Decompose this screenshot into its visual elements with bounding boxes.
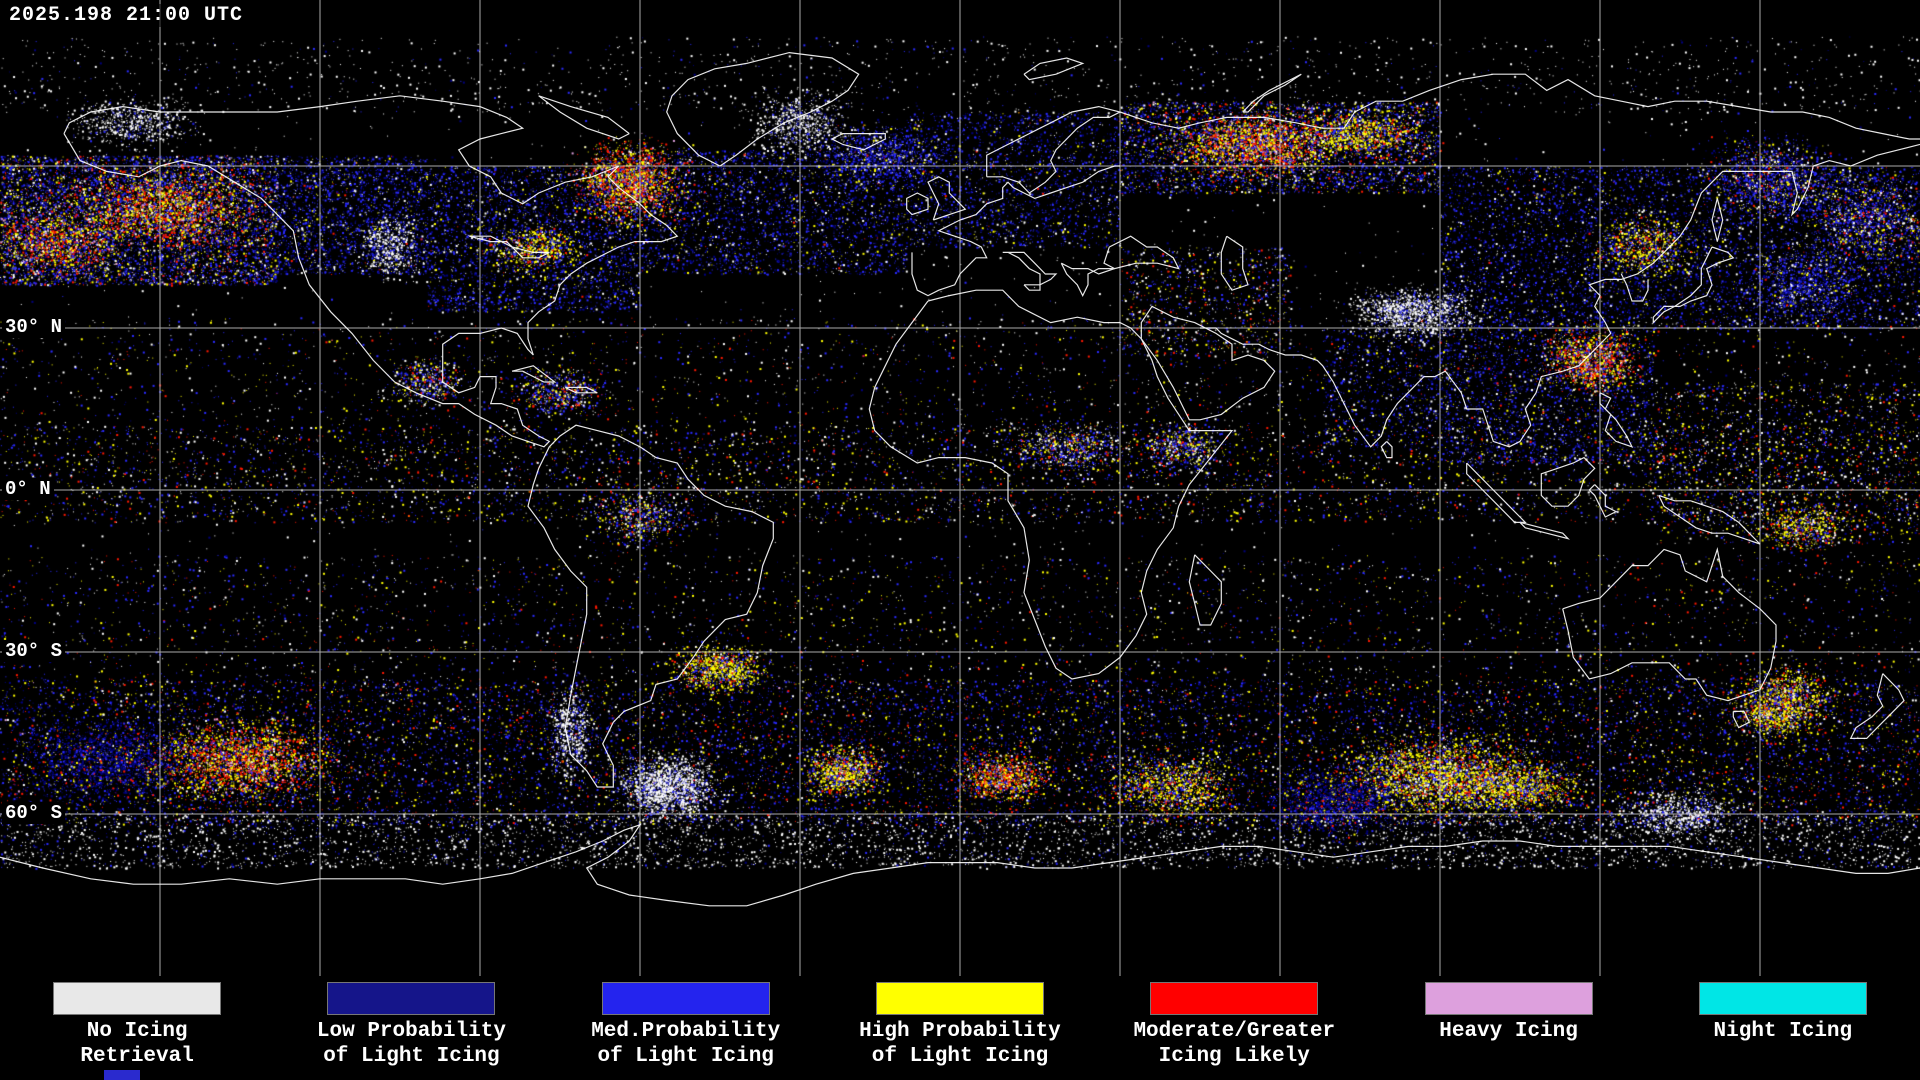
lat-label-0n: 0° N	[2, 478, 54, 500]
legend-item-low-prob: Low Probability of Light Icing	[274, 976, 548, 1080]
map-overlay-svg	[0, 0, 1920, 976]
timestamp-label: 2025.198 21:00 UTC	[7, 4, 246, 27]
legend-item-moderate: Moderate/Greater Icing Likely	[1097, 976, 1371, 1080]
med-prob-swatch	[601, 982, 770, 1015]
legend-label: High Probability	[859, 1020, 1061, 1043]
legend-label: of Light Icing	[597, 1045, 774, 1068]
legend-item-heavy: Heavy Icing	[1371, 976, 1645, 1080]
legend-label: Night Icing	[1713, 1020, 1853, 1043]
legend-item-high-prob: High Probability of Light Icing	[823, 976, 1097, 1080]
moderate-swatch	[1150, 982, 1319, 1015]
no-icing-swatch	[53, 982, 222, 1015]
bottom-left-blue-strip	[104, 1070, 140, 1080]
world-icing-map: 2025.198 21:00 UTC 30° N 0° N 30° S 60° …	[0, 0, 1920, 976]
legend-label: of Light Icing	[323, 1045, 500, 1068]
legend-bar: No Icing Retrieval Low Probability of Li…	[0, 976, 1920, 1080]
legend-label: Icing Likely	[1158, 1045, 1310, 1068]
night-icing-swatch	[1698, 982, 1867, 1015]
legend-label: No Icing	[86, 1020, 188, 1043]
legend-label: Med.Probability	[591, 1020, 781, 1043]
legend-item-night: Night Icing	[1646, 976, 1920, 1080]
lat-label-30n: 30° N	[2, 316, 66, 338]
coastlines-group	[0, 51, 1920, 907]
heavy-icing-swatch	[1424, 982, 1593, 1015]
legend-label: Retrieval	[80, 1045, 194, 1068]
grid-group	[0, 0, 1920, 976]
legend-label: of Light Icing	[871, 1045, 1049, 1068]
legend-item-no-icing: No Icing Retrieval	[0, 976, 274, 1080]
legend-label: Low Probability	[316, 1020, 506, 1043]
low-prob-swatch	[327, 982, 496, 1015]
legend-label: Moderate/Greater	[1133, 1020, 1336, 1043]
legend-item-med-prob: Med.Probability of Light Icing	[549, 976, 823, 1080]
legend-label: Heavy Icing	[1439, 1020, 1578, 1043]
high-prob-swatch	[875, 982, 1044, 1015]
lat-label-60s: 60° S	[2, 802, 66, 824]
lat-label-30s: 30° S	[2, 640, 66, 662]
